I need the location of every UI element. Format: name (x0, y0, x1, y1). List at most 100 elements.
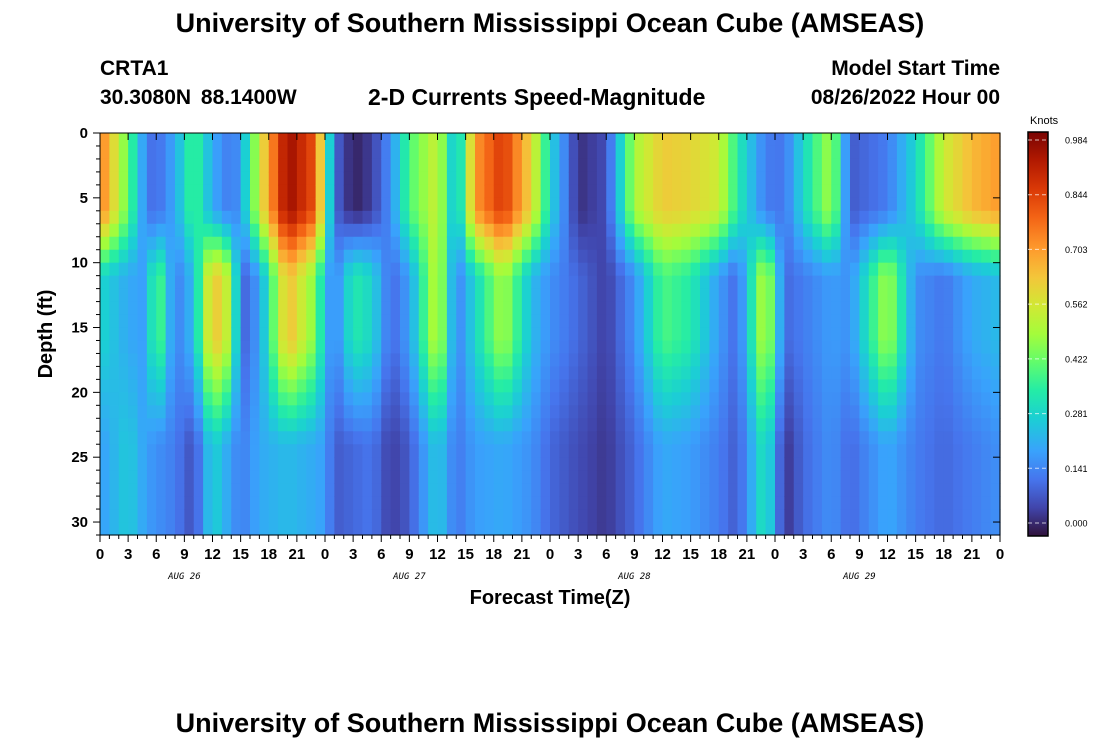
heatmap-cell (203, 366, 214, 380)
heatmap-cell (137, 418, 148, 432)
heatmap-cell (250, 340, 260, 355)
heatmap-cell (981, 210, 992, 225)
heatmap-cell (184, 210, 195, 225)
heatmap-cell (803, 210, 814, 225)
heatmap-cell (315, 249, 326, 264)
heatmap-cell (128, 158, 139, 173)
heatmap-cell (868, 184, 879, 199)
heatmap-cell (306, 210, 317, 225)
heatmap-cell (268, 327, 279, 342)
heatmap-cell (315, 392, 326, 406)
heatmap-cell (268, 184, 279, 199)
heatmap-cell (118, 262, 129, 277)
heatmap-cell (653, 249, 664, 264)
heatmap-cell (971, 431, 982, 445)
heatmap-cell (118, 197, 129, 212)
heatmap-cell (231, 197, 242, 212)
heatmap-cell (812, 249, 823, 264)
heatmap-cell (868, 197, 879, 212)
heatmap-cell (118, 301, 129, 316)
heatmap-cell (625, 418, 635, 432)
heatmap-cell (437, 444, 448, 458)
heatmap-cell (390, 197, 401, 212)
heatmap-cell (465, 158, 476, 173)
heatmap-cell (193, 197, 204, 212)
heatmap-cell (625, 392, 635, 406)
heatmap-cell (653, 496, 664, 510)
heatmap-cell (306, 431, 317, 445)
heatmap-cell (896, 470, 907, 484)
heatmap-cell (653, 418, 664, 432)
heatmap-cell (840, 275, 851, 290)
heatmap-cell (334, 340, 345, 355)
heatmap-cell (203, 340, 214, 355)
heatmap-cell (456, 171, 467, 186)
heatmap-cell (165, 392, 176, 406)
heatmap-cell (484, 171, 495, 186)
heatmap-cell (606, 197, 617, 212)
heatmap-cell (156, 223, 167, 238)
heatmap-cell (578, 496, 589, 510)
heatmap-cell (943, 314, 954, 329)
heatmap-cell (793, 405, 804, 419)
heatmap-cell (484, 158, 495, 173)
heatmap-cell (100, 509, 110, 523)
y-tick-label: 25 (71, 449, 88, 466)
heatmap-cell (475, 340, 485, 355)
heatmap-cell (175, 444, 185, 458)
heatmap-cell (203, 236, 214, 251)
heatmap-cell (109, 379, 120, 393)
heatmap-cell (306, 327, 317, 342)
heatmap-cell (531, 314, 542, 329)
heatmap-cell (400, 249, 410, 264)
heatmap-cell (587, 184, 598, 199)
heatmap-cell (981, 288, 992, 303)
heatmap-cell (587, 444, 598, 458)
heatmap-cell (428, 522, 439, 536)
heatmap-cell (690, 353, 701, 368)
heatmap-cell (625, 133, 635, 147)
heatmap-cell (746, 522, 757, 536)
heatmap-cell (784, 353, 795, 368)
heatmap-cell (812, 158, 823, 173)
heatmap-cell (925, 418, 935, 432)
heatmap-cell (137, 522, 148, 536)
heatmap-cell (878, 158, 889, 173)
heatmap-cell (184, 158, 195, 173)
heatmap-cell (268, 392, 279, 406)
heatmap-cell (756, 288, 767, 303)
heatmap-cell (362, 301, 373, 316)
heatmap-cell (175, 210, 185, 225)
heatmap-cell (606, 133, 617, 147)
heatmap-cell (756, 496, 767, 510)
heatmap-cell (118, 379, 129, 393)
heatmap-cell (943, 522, 954, 536)
heatmap-cell (925, 249, 935, 264)
heatmap-cell (803, 301, 814, 316)
heatmap-cell (409, 470, 420, 484)
heatmap-cell (709, 457, 720, 471)
heatmap-cell (165, 509, 176, 523)
heatmap-cell (690, 288, 701, 303)
heatmap-cell (615, 392, 626, 406)
heatmap-cell (156, 210, 167, 225)
heatmap-cell (306, 223, 317, 238)
heatmap-cell (775, 431, 785, 445)
heatmap-cell (962, 353, 973, 368)
heatmap-cell (400, 379, 410, 393)
heatmap-cell (400, 197, 410, 212)
heatmap-cell (700, 353, 710, 368)
heatmap-cell (925, 470, 935, 484)
heatmap-cell (934, 431, 945, 445)
heatmap-cell (465, 509, 476, 523)
heatmap-cell (896, 340, 907, 355)
heatmap-cell (306, 236, 317, 251)
heatmap-cell (634, 223, 645, 238)
heatmap-cell (287, 379, 298, 393)
heatmap-cell (784, 133, 795, 147)
heatmap-cell (756, 405, 767, 419)
heatmap-cell (109, 353, 120, 368)
heatmap-cell (296, 288, 307, 303)
heatmap-cell (728, 522, 739, 536)
heatmap-cell (512, 197, 523, 212)
